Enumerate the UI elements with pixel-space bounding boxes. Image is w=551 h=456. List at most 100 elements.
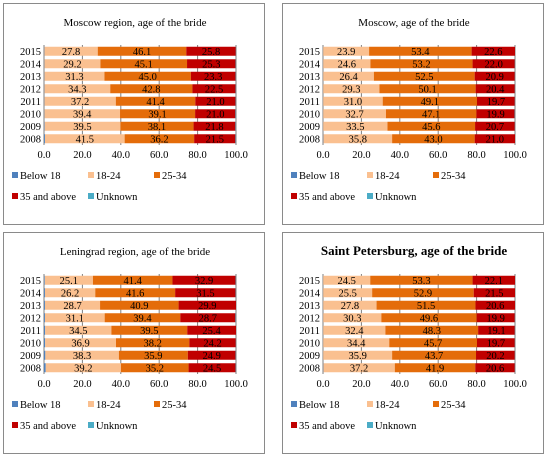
data-label: 34.5 — [69, 326, 87, 337]
bar-segment — [323, 350, 393, 360]
legend-swatch — [291, 172, 297, 178]
data-label: 38.3 — [73, 351, 91, 362]
data-label: 37.2 — [350, 363, 368, 374]
bar-segment — [471, 46, 515, 56]
bar-segment — [44, 313, 105, 323]
bar-segment — [475, 363, 515, 373]
data-label: 41.9 — [426, 363, 444, 374]
data-label: 53.2 — [412, 59, 430, 70]
data-label: 53.4 — [411, 47, 430, 58]
bar-segment — [323, 109, 386, 119]
bar-segment — [474, 134, 515, 144]
data-label: 24.5 — [338, 276, 356, 287]
bar-segment — [323, 338, 390, 348]
bar-segment — [373, 71, 475, 81]
bar-segment — [323, 313, 382, 323]
bar-segment — [476, 313, 515, 323]
bar-segment — [323, 325, 386, 335]
category-label: 2013 — [20, 301, 41, 312]
bar-segment — [476, 96, 515, 106]
category-label: 2011 — [20, 326, 41, 337]
bar-segment — [194, 134, 236, 144]
data-label: 25.3 — [202, 59, 220, 70]
category-label: 2015 — [299, 276, 320, 287]
data-label: 45.6 — [422, 122, 440, 133]
x-tick-label: 0.0 — [37, 379, 50, 390]
legend-label: 25-34 — [441, 171, 466, 182]
bar-segment — [473, 288, 515, 298]
data-label: 25.8 — [202, 47, 220, 58]
data-label: 39.1 — [148, 109, 166, 120]
x-tick-label: 40.0 — [112, 150, 130, 161]
bar-segment — [44, 121, 121, 131]
data-label: 20.2 — [486, 351, 504, 362]
category-label: 2013 — [299, 72, 320, 83]
chart-moscow-region: Moscow region, age of the bride 0.0 20.0 40… — [12, 17, 248, 203]
bar-segment — [178, 300, 236, 310]
bar-segment — [188, 363, 236, 373]
chart-title: Leningrad region, age of the bride — [60, 246, 210, 258]
bar-segment — [323, 96, 383, 106]
data-label: 46.1 — [133, 47, 151, 58]
data-label: 32.9 — [195, 276, 213, 287]
data-label: 29.3 — [342, 84, 360, 95]
category-label: 2014 — [20, 288, 42, 299]
x-tick-label: 80.0 — [467, 150, 485, 161]
bar-segment — [115, 96, 196, 106]
bar-segment — [100, 300, 179, 310]
legend-swatch — [367, 193, 373, 199]
data-label: 49.1 — [421, 97, 439, 108]
bar-segment — [44, 121, 45, 131]
data-label: 43.7 — [425, 351, 443, 362]
legend-label: 18-24 — [375, 400, 400, 411]
category-label: 2009 — [20, 351, 41, 362]
data-label: 27.8 — [341, 301, 359, 312]
bar-segment — [44, 96, 116, 106]
bar-segment — [45, 325, 112, 335]
category-label: 2011 — [299, 97, 320, 108]
data-label: 23.3 — [204, 72, 222, 83]
data-label: 19.9 — [486, 109, 504, 120]
bar-segment — [235, 313, 236, 323]
data-label: 28.7 — [63, 301, 81, 312]
chart-leningrad-region: Leningrad region, age of the bride 0.0 20.… — [12, 246, 248, 432]
bar-segment — [44, 288, 45, 298]
data-label: 39.5 — [140, 326, 158, 337]
data-label: 25.5 — [338, 288, 356, 299]
data-label: 21.0 — [206, 97, 224, 108]
bar-segment — [323, 121, 388, 131]
x-tick-label: 40.0 — [112, 379, 130, 390]
bar-segment — [323, 71, 374, 81]
bar-segment — [193, 121, 236, 131]
bar-segment — [472, 275, 515, 285]
bar-segment — [392, 350, 477, 360]
chart-panel-leningrad-region: Leningrad region, age of the bride 0.0 20.… — [3, 232, 265, 454]
data-label: 31.1 — [66, 313, 84, 324]
data-label: 21.0 — [486, 134, 504, 145]
chart-moscow: Moscow, age of the bride 0.0 20.0 40.0 60.0 8… — [291, 17, 527, 203]
category-label: 2013 — [20, 72, 41, 83]
data-label: 33.5 — [346, 122, 364, 133]
bar-segment — [323, 275, 371, 285]
data-label: 20.4 — [486, 84, 505, 95]
x-tick-label: 40.0 — [391, 379, 409, 390]
category-label: 2009 — [20, 122, 41, 133]
bar-segment — [476, 109, 515, 119]
legend-label: 35 and above — [20, 421, 76, 432]
x-tick-label: 60.0 — [429, 150, 447, 161]
bar-segment — [475, 300, 515, 310]
bar-segment — [118, 350, 188, 360]
data-label: 32.7 — [345, 109, 363, 120]
legend-label: Unknown — [96, 192, 138, 203]
data-label: 36.9 — [71, 338, 89, 349]
legend-swatch — [291, 193, 297, 199]
bar-segment — [44, 134, 45, 144]
data-label: 41.5 — [76, 134, 94, 145]
legend-label: Unknown — [375, 192, 417, 203]
data-label: 31.0 — [344, 97, 362, 108]
data-label: 23.9 — [337, 47, 355, 58]
data-label: 27.8 — [62, 47, 80, 58]
category-label: 2015 — [299, 47, 320, 58]
category-label: 2010 — [299, 109, 320, 120]
data-label: 47.1 — [422, 109, 440, 120]
